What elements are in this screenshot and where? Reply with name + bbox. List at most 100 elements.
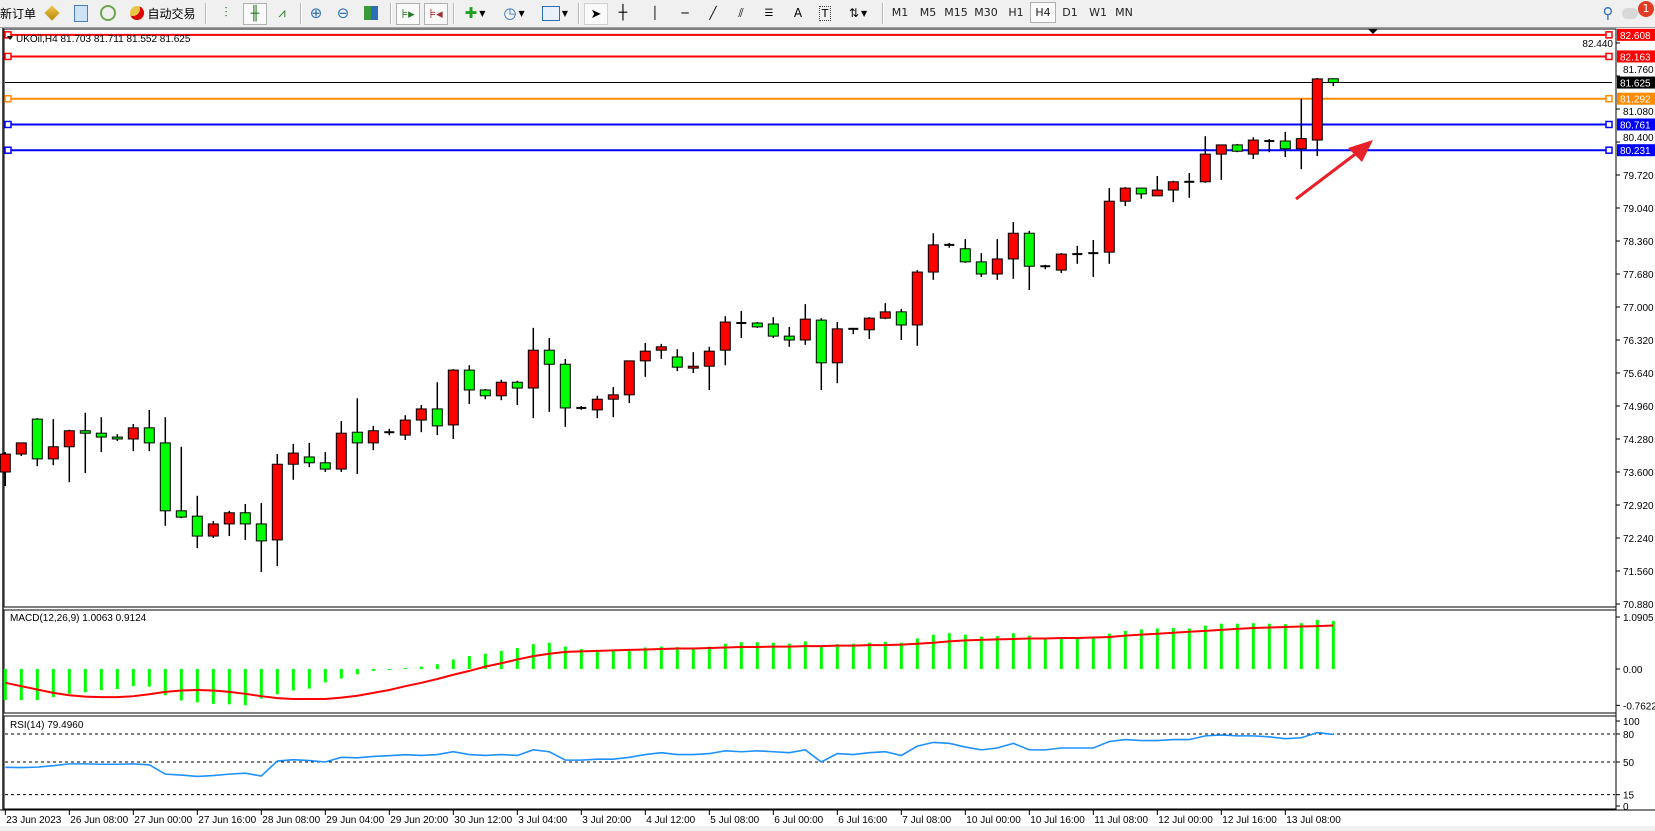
candle-body [975, 261, 987, 275]
candle-body [623, 360, 635, 396]
equidistant-channel-tool[interactable]: ⫽ [731, 3, 751, 23]
candle-body [303, 456, 315, 464]
trendline-tool[interactable]: ╱ [703, 3, 723, 23]
macd-histogram-bar [595, 649, 599, 669]
indicators-button[interactable]: ✚ ▼ [460, 3, 490, 23]
market-watch-button[interactable] [42, 3, 62, 23]
candle-body [767, 323, 779, 337]
candle-body [223, 512, 235, 525]
candle-body [1199, 153, 1211, 183]
rsi-tick-label: 50 [1623, 758, 1635, 769]
vertical-line-tool[interactable]: │ [645, 3, 665, 23]
chevron-down-icon: ▼ [561, 8, 569, 18]
time-tick-label: 13 Jul 08:00 [1286, 815, 1341, 826]
history-center-button[interactable] [71, 3, 91, 23]
timeframe-m30[interactable]: M30 [974, 6, 998, 19]
macd-histogram-bar [227, 669, 231, 705]
candle [1215, 144, 1227, 180]
price-tick-label: 77.000 [1623, 303, 1654, 314]
timeframe-w1[interactable]: W1 [1089, 6, 1107, 19]
search-button[interactable]: ⚲ [1598, 3, 1618, 23]
macd-histogram-bar [835, 644, 839, 669]
annotation-arrow[interactable] [1295, 140, 1373, 201]
timeframe-m5[interactable]: M5 [919, 6, 937, 19]
line-chart-button[interactable]: ⩘ [272, 3, 292, 23]
templates-button[interactable]: ▼ [538, 3, 572, 23]
toolbar-separator [453, 3, 455, 24]
timeframe-m15[interactable]: M15 [944, 6, 968, 19]
timeframe-h4[interactable]: H4 [1030, 2, 1056, 23]
macd-histogram-bar [947, 633, 951, 669]
macd-histogram-bar [179, 669, 183, 701]
price-tick-label: 72.240 [1623, 534, 1654, 545]
timeframe-d1[interactable]: D1 [1062, 6, 1078, 19]
zoom-in-button[interactable]: ⊕ [306, 3, 326, 23]
horizontal-line-icon: ─ [681, 6, 689, 20]
macd-histogram-bar [19, 669, 23, 701]
candle-body [111, 436, 123, 440]
timeframe-mn[interactable]: MN [1115, 6, 1133, 19]
candle-body [239, 512, 251, 525]
time-tick-label: 6 Jul 00:00 [774, 815, 823, 826]
tile-windows-button[interactable] [361, 3, 381, 23]
candle [1264, 139, 1275, 153]
candle-body [495, 381, 507, 397]
macd-label: MACD(12,26,9) 1.0063 0.9124 [10, 613, 147, 624]
candle [351, 398, 363, 474]
candle [1088, 240, 1099, 277]
zoom-out-icon: ⊖ [336, 4, 350, 22]
candle [848, 327, 859, 335]
macd-histogram-bar [275, 669, 279, 695]
zoom-out-button[interactable]: ⊖ [333, 3, 353, 23]
rsi-tick-label: 80 [1623, 730, 1635, 741]
candle [15, 442, 27, 456]
timeframe-m1[interactable]: M1 [891, 6, 909, 19]
toolbar: 新订单 自动交易 ⫶ ╫ ⩘ ⊕ ⊖ ⊧▸ ⊧◂ ✚ ▼ ◷ ▼ ▼ ➤ ┼ │ ─… [0, 0, 1655, 28]
horizontal-line-tool[interactable]: ─ [675, 3, 695, 23]
candle [591, 395, 603, 419]
candle-body [799, 318, 811, 341]
chart-shift-button[interactable]: ⊧◂ [424, 3, 448, 25]
price-tick-label: 71.560 [1623, 567, 1654, 578]
auto-scroll-button[interactable]: ⊧▸ [396, 3, 420, 25]
candle [239, 504, 251, 540]
chat-bubble-icon[interactable] [1622, 8, 1638, 19]
macd-histogram-bar [435, 664, 439, 669]
candle [655, 343, 667, 359]
macd-histogram-bar [243, 669, 247, 706]
text-tool[interactable]: A [788, 3, 808, 23]
candle [799, 304, 811, 345]
timeframe-h1[interactable]: H1 [1008, 6, 1024, 19]
candle-body [751, 322, 763, 328]
macd-histogram-bar [483, 653, 487, 669]
candlestick-chart-button[interactable]: ╫ [243, 3, 267, 25]
bar-chart-button[interactable]: ⫶ [216, 3, 236, 23]
fibonacci-icon: ☰ [764, 7, 774, 19]
text-label-tool[interactable]: T [815, 3, 835, 23]
auto-trading-button[interactable]: 自动交易 [124, 3, 202, 23]
candle-body [255, 523, 267, 542]
chart-background [0, 27, 1655, 831]
candle [431, 382, 443, 436]
fibonacci-tool[interactable]: ☰ [759, 3, 779, 23]
candle-body [159, 442, 171, 512]
crosshair-tool[interactable]: ┼ [613, 3, 633, 23]
candle [63, 429, 75, 483]
chart-shift-marker-icon[interactable] [1368, 29, 1378, 34]
macd-histogram-bar [67, 669, 71, 694]
signals-button[interactable] [98, 3, 118, 23]
candle [95, 417, 107, 453]
macd-histogram-bar [771, 642, 775, 669]
new-order-button[interactable]: 新订单 [0, 6, 37, 21]
collapse-triangle-icon[interactable] [7, 36, 13, 40]
periods-button[interactable]: ◷ ▼ [497, 3, 531, 23]
candle-body [1055, 253, 1067, 271]
macd-histogram-bar [1107, 633, 1111, 669]
signal-icon [100, 5, 116, 21]
cursor-tool[interactable]: ➤ [584, 3, 608, 25]
arrows-tool[interactable]: ⇅ ▼ [842, 3, 874, 23]
zoom-in-icon: ⊕ [309, 4, 323, 22]
candle [223, 510, 235, 537]
macd-histogram-bar [563, 646, 567, 669]
